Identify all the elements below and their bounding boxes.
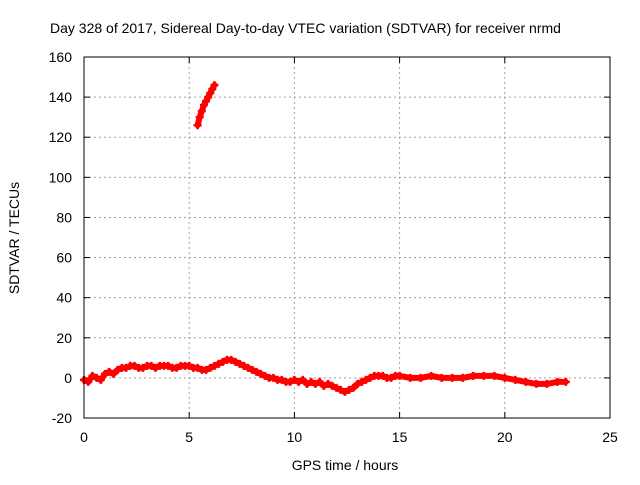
y-axis-label: SDTVAR / TECUs xyxy=(6,182,22,294)
x-tick-label: 20 xyxy=(497,429,513,445)
y-tick-label: 0 xyxy=(64,370,72,386)
plot-frame xyxy=(83,56,611,419)
y-tick-label: 140 xyxy=(49,89,73,105)
x-tick-label: 25 xyxy=(602,429,618,445)
points-layer xyxy=(80,81,570,396)
x-tick-label: 5 xyxy=(185,429,193,445)
y-tick-label: -20 xyxy=(52,410,72,426)
y-tick-label: 60 xyxy=(56,250,72,266)
ticks-layer: 0 5 10 15 20 25 -20 0 20 40 60 80 100 120 140 160 xyxy=(49,49,618,445)
y-tick-label: 160 xyxy=(49,49,73,65)
data-point xyxy=(210,81,219,90)
y-tick-label: 120 xyxy=(49,129,73,145)
data-point xyxy=(561,377,570,386)
y-tick-label: 80 xyxy=(56,209,72,225)
chart-title: Day 328 of 2017, Sidereal Day-to-day VTE… xyxy=(50,20,561,36)
y-tick-label: 100 xyxy=(49,169,73,185)
y-tick-label: 40 xyxy=(56,290,72,306)
y-tick-label: 20 xyxy=(56,330,72,346)
x-tick-label: 0 xyxy=(80,429,88,445)
grid-layer xyxy=(84,57,610,418)
x-axis-label: GPS time / hours xyxy=(292,457,399,473)
x-tick-label: 10 xyxy=(287,429,303,445)
x-tick-label: 15 xyxy=(392,429,408,445)
